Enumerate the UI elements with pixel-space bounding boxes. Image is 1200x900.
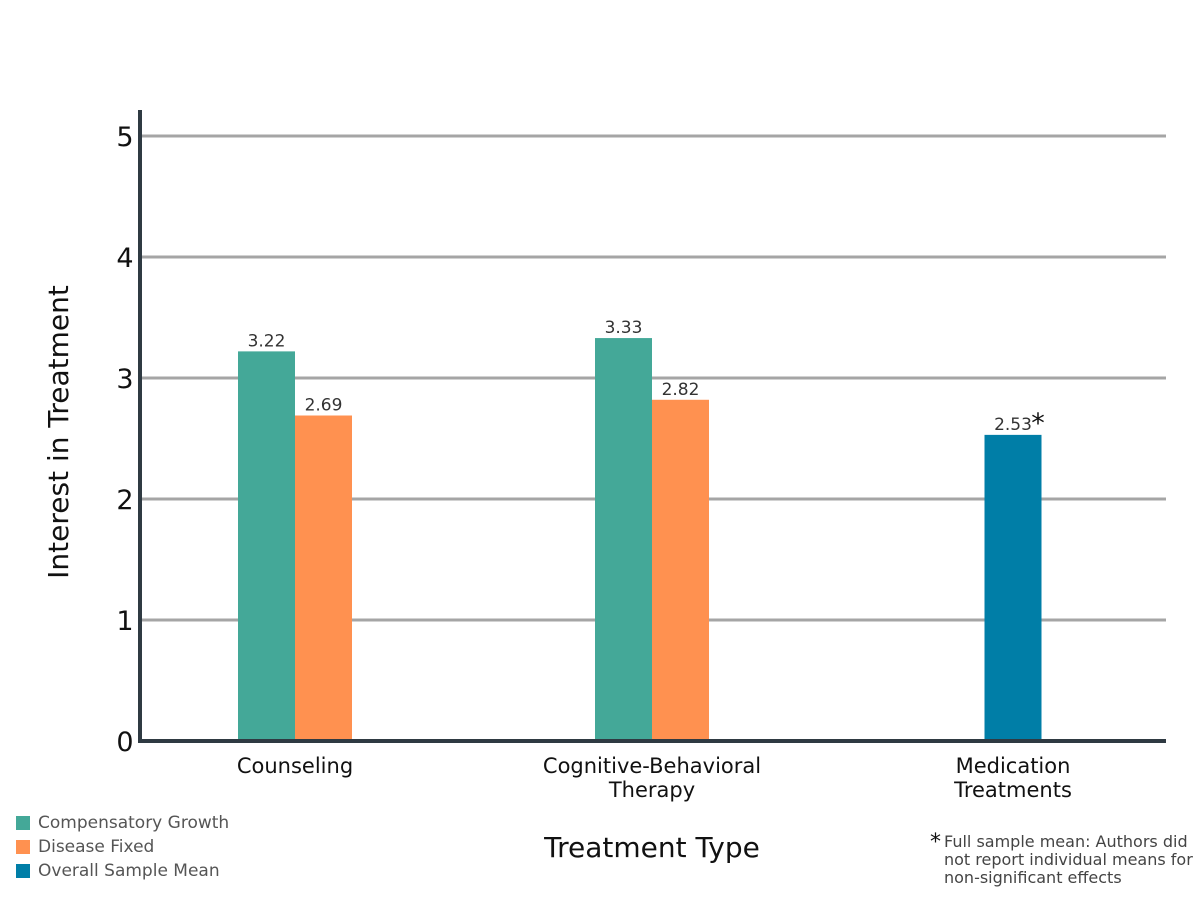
footnote: * Full sample mean: Authors did not repo…	[930, 830, 1195, 887]
y-tick-label-2: 2	[116, 485, 133, 516]
y-tick-label-4: 4	[116, 243, 133, 274]
bar-disease-fixed-cognitive-behavioral-therapy	[652, 399, 709, 739]
legend-swatch-overall-sample-mean	[16, 864, 30, 878]
legend-item-disease-fixed: Disease Fixed	[16, 835, 229, 859]
y-axis-title: Interest in Treatment	[42, 285, 75, 579]
legend-item-overall-sample-mean: Overall Sample Mean	[16, 859, 229, 883]
data-label-overall-sample-mean-medication-treatments: 2.53	[994, 415, 1032, 435]
bar-overall-sample-mean-medication-treatments	[984, 434, 1042, 739]
bar-disease-fixed-counseling	[295, 415, 352, 739]
x-category-label-cognitive-behavioral-therapy-line2: Therapy	[608, 778, 695, 802]
legend-swatch-compensatory-growth	[16, 816, 30, 830]
y-tick-label-1: 1	[116, 606, 133, 637]
legend-swatch-disease-fixed	[16, 840, 30, 854]
y-tick-label-0: 0	[116, 727, 133, 758]
x-category-label-medication-treatments-line2: Treatments	[953, 778, 1072, 802]
data-label-disease-fixed-cognitive-behavioral-therapy: 2.82	[662, 380, 700, 400]
footnote-marker: *	[930, 830, 941, 855]
footnote-text: Full sample mean: Authors did not report…	[944, 832, 1193, 887]
legend-item-compensatory-growth: Compensatory Growth	[16, 811, 229, 835]
bar-compensatory-growth-counseling	[238, 351, 295, 739]
annotation-asterisk: *	[1031, 408, 1045, 439]
x-category-label-cognitive-behavioral-therapy-line1: Cognitive-Behavioral	[543, 754, 761, 778]
y-tick-label-3: 3	[116, 364, 133, 395]
data-label-compensatory-growth-cognitive-behavioral-therapy: 3.33	[605, 318, 643, 338]
legend-label-disease-fixed: Disease Fixed	[38, 837, 155, 857]
legend-label-overall-sample-mean: Overall Sample Mean	[38, 861, 220, 881]
legend: Compensatory Growth Disease Fixed Overal…	[16, 811, 229, 883]
data-label-compensatory-growth-counseling: 3.22	[248, 331, 286, 351]
bar-compensatory-growth-cognitive-behavioral-therapy	[595, 338, 652, 739]
legend-label-compensatory-growth: Compensatory Growth	[38, 813, 230, 833]
x-category-label-counseling: Counseling	[237, 754, 353, 778]
x-axis-title: Treatment Type	[543, 831, 760, 864]
y-tick-label-5: 5	[116, 122, 133, 153]
x-category-label-medication-treatments-line1: Medication	[956, 754, 1071, 778]
data-label-disease-fixed-counseling: 2.69	[305, 396, 343, 416]
